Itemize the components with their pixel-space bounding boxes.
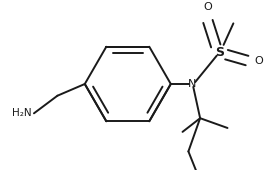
Text: S: S [215, 46, 224, 59]
Text: O: O [203, 2, 212, 12]
Text: H₂N: H₂N [13, 108, 32, 118]
Text: O: O [254, 56, 263, 65]
Text: N: N [188, 79, 197, 89]
